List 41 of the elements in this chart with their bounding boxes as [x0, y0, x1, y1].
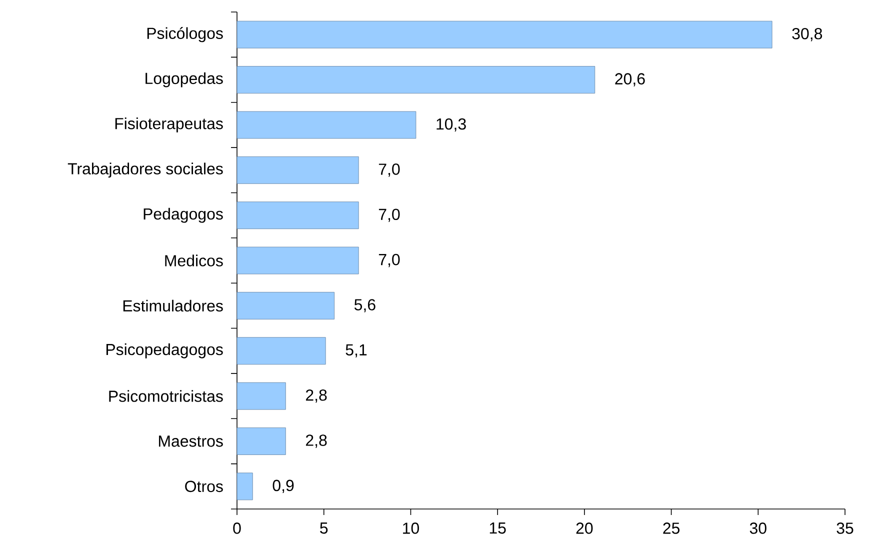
data-label: 7,0 [378, 164, 400, 177]
x-tick-label: 0 [233, 522, 241, 534]
bar [236, 472, 253, 500]
x-tick-label: 35 [836, 522, 854, 534]
x-tick-label: 20 [576, 522, 593, 534]
bar [236, 202, 359, 230]
x-tick-label: 30 [750, 522, 766, 534]
bar [236, 20, 772, 48]
bar [236, 66, 596, 94]
y-tick-label: Trabajadores sociales [68, 162, 223, 178]
y-tick-label: Psicomotricistas [109, 390, 223, 402]
bar [236, 382, 286, 410]
y-tick-label: Estimuladores [123, 300, 223, 312]
data-label: 5,6 [354, 299, 376, 312]
y-tick-label: Logopedas [146, 72, 223, 88]
y-tick-label: Psicólogos [147, 27, 223, 42]
data-label: 20,6 [615, 73, 645, 86]
data-label: 7,0 [378, 254, 400, 268]
data-label: 30,8 [792, 28, 822, 42]
y-tick-label: Maestros [158, 436, 223, 447]
data-label: 7,0 [378, 208, 400, 222]
y-tick-label: Fisioterapeutas [115, 118, 223, 132]
data-label: 10,3 [436, 118, 466, 132]
y-tick-label: Psicopedagogos [106, 343, 223, 358]
y-tick-label: Otros [185, 480, 223, 492]
bar [236, 428, 286, 455]
data-label: 2,8 [306, 389, 327, 403]
y-tick-label: Pedagogos [144, 208, 223, 223]
x-tick-label: 15 [490, 522, 506, 534]
data-label: 2,8 [306, 434, 327, 448]
bar [236, 292, 334, 320]
x-tick-label: 25 [663, 522, 680, 534]
data-label: 5,1 [346, 344, 367, 358]
bar [236, 156, 359, 184]
bar [236, 246, 359, 274]
data-label: 0,9 [272, 480, 294, 494]
bar [236, 337, 326, 365]
x-tick-label: 5 [320, 522, 328, 534]
x-tick-label: 10 [403, 522, 419, 534]
y-tick-label: Medicos [165, 254, 223, 266]
bar [236, 111, 416, 139]
